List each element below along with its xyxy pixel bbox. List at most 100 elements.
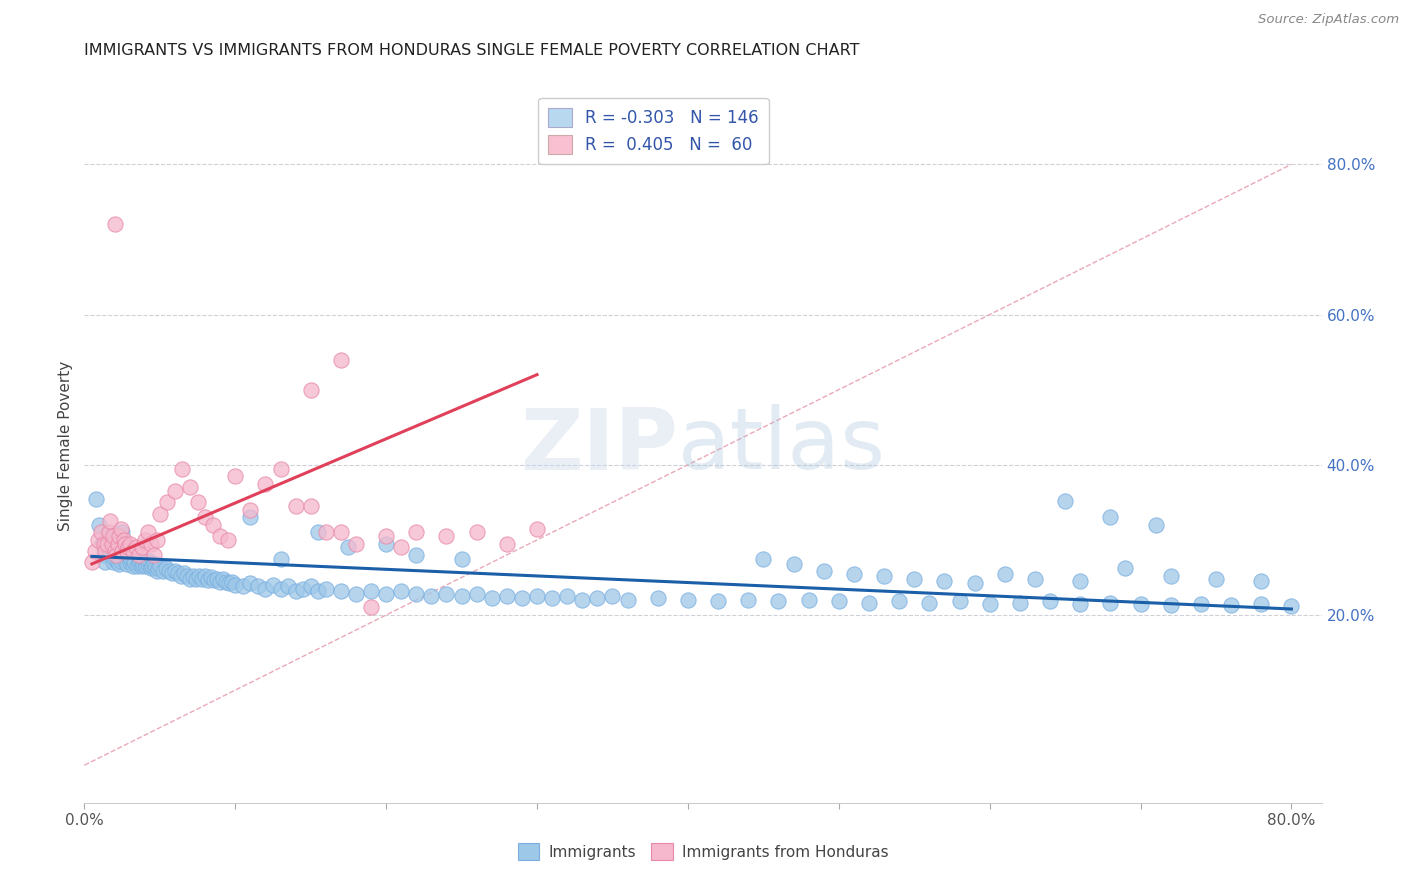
Point [100,533,122,547]
Point [239,503,262,517]
Point [337,541,360,555]
Point [963,576,986,591]
Point [218,576,240,591]
Point [586,591,609,606]
Point [146,533,169,547]
Point [205,572,228,586]
Point [436,587,458,601]
Point [375,536,398,550]
Point [155,561,177,575]
Point [94,544,117,558]
Point [105,544,128,558]
Point [360,584,382,599]
Point [84,544,107,558]
Text: Source: ZipAtlas.com: Source: ZipAtlas.com [1258,13,1399,27]
Point [114,554,136,568]
Point [292,582,315,596]
Point [1008,596,1031,610]
Point [131,541,153,555]
Point [495,589,517,603]
Point [97,541,120,555]
Point [873,569,896,583]
Point [103,544,125,558]
Point [194,510,217,524]
Point [1281,599,1303,613]
Point [127,559,149,574]
Point [121,544,143,558]
Point [110,554,132,568]
Point [139,561,162,575]
Point [239,576,262,591]
Point [571,593,593,607]
Point [108,529,131,543]
Point [1024,572,1046,586]
Point [1189,597,1212,611]
Point [135,559,157,574]
Point [96,536,118,550]
Point [209,574,232,589]
Point [375,587,398,601]
Point [111,544,134,558]
Point [526,522,548,536]
Point [107,536,129,550]
Point [254,476,277,491]
Point [173,566,195,580]
Point [284,584,307,599]
Point [114,536,136,550]
Point [107,556,129,570]
Point [307,584,329,599]
Point [1160,569,1182,583]
Point [96,529,118,543]
Point [768,594,790,608]
Point [450,589,472,603]
Point [239,510,262,524]
Point [152,565,174,579]
Point [163,565,186,579]
Point [465,525,488,540]
Point [86,491,108,506]
Point [97,525,120,540]
Point [80,556,103,570]
Point [707,594,730,608]
Point [87,533,110,547]
Point [179,480,201,494]
Point [405,587,427,601]
Point [889,594,911,608]
Point [299,383,322,397]
Point [405,548,427,562]
Point [262,578,284,592]
Point [94,556,117,570]
Point [215,574,238,589]
Point [124,541,146,555]
Point [481,591,503,606]
Point [602,589,624,603]
Point [555,589,578,603]
Point [111,525,134,540]
Point [111,544,134,558]
Point [676,593,699,607]
Point [212,572,235,586]
Point [307,525,329,540]
Point [93,536,115,550]
Point [1250,597,1272,611]
Point [128,548,150,562]
Point [405,525,427,540]
Point [138,554,160,568]
Point [1099,596,1122,610]
Text: IMMIGRANTS VS IMMIGRANTS FROM HONDURAS SINGLE FEMALE POVERTY CORRELATION CHART: IMMIGRANTS VS IMMIGRANTS FROM HONDURAS S… [84,43,860,58]
Point [89,517,111,532]
Point [616,593,638,607]
Point [389,541,412,555]
Point [136,557,159,571]
Point [157,565,180,579]
Point [101,529,124,543]
Point [221,574,243,589]
Point [246,579,269,593]
Point [181,569,204,583]
Point [329,352,352,367]
Point [299,579,322,593]
Point [149,559,172,574]
Point [797,593,820,607]
Point [120,551,142,566]
Point [118,556,141,570]
